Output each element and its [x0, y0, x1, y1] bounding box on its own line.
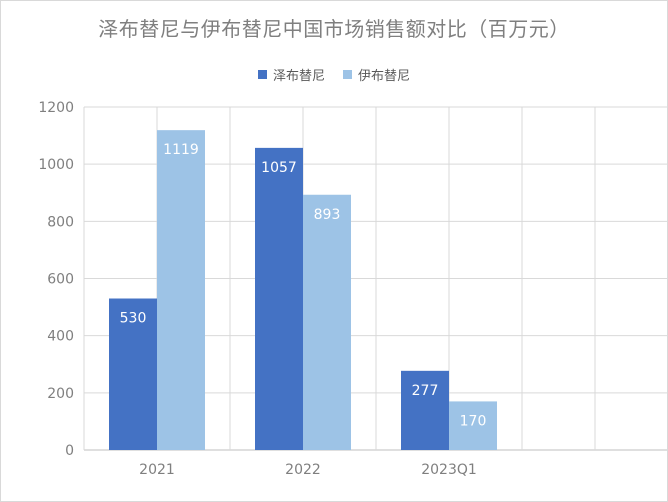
data-label: 277 [412, 383, 439, 399]
x-tick-label: 2021 [139, 462, 175, 478]
legend-swatch-ibrutinib [343, 70, 352, 79]
x-tick-label: 2022 [285, 462, 321, 478]
data-label: 530 [120, 311, 147, 327]
data-label: 170 [460, 413, 487, 429]
legend-swatch-zanubrutinib [257, 70, 267, 79]
bar [255, 147, 303, 451]
legend-label-zanubrutinib: 泽布替尼 [272, 69, 325, 84]
y-tick-label: 800 [47, 214, 74, 230]
data-label: 1119 [163, 142, 199, 158]
chart-title: 泽布替尼与伊布替尼中国市场销售额对比（百万元） [98, 17, 570, 41]
y-tick-label: 1200 [38, 100, 74, 116]
y-tick-label: 200 [47, 386, 74, 402]
data-label: 1057 [261, 160, 297, 176]
legend-item-ibrutinib: 伊布替尼 [343, 65, 410, 84]
chart-legend: 泽布替尼 伊布替尼 [1, 65, 667, 84]
y-tick-label: 600 [47, 272, 74, 288]
bar [157, 130, 205, 450]
bar [303, 194, 351, 450]
data-label: 893 [314, 207, 341, 223]
bar [109, 298, 157, 450]
x-tick-label: 2023Q1 [421, 462, 477, 478]
y-tick-label: 1000 [38, 157, 74, 173]
y-tick-label: 0 [65, 443, 74, 459]
bar [449, 401, 497, 450]
y-tick-label: 400 [47, 329, 74, 345]
bar [401, 370, 449, 450]
legend-item-zanubrutinib: 泽布替尼 [257, 65, 325, 84]
legend-label-ibrutinib: 伊布替尼 [358, 69, 411, 84]
